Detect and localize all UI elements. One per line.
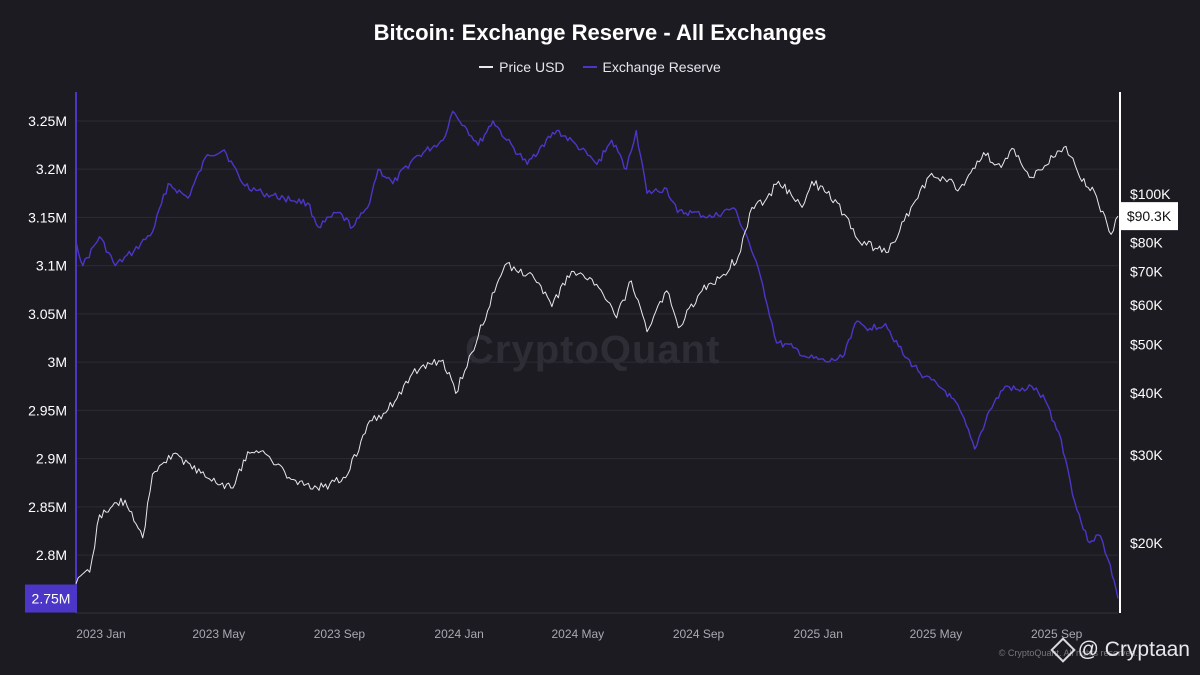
y-left-tick-label: 2.9M [36, 451, 67, 467]
y-left-tick-label: 3.05M [28, 306, 67, 322]
legend-item-reserve[interactable]: Exchange Reserve [582, 59, 721, 75]
legend: Price USD Exchange Reserve [0, 59, 1200, 75]
current-price-badge [1120, 202, 1178, 231]
y-left-tick-label: 2.95M [28, 402, 67, 418]
current-price-label: $90.3K [1127, 208, 1172, 224]
x-tick-label: 2025 Sep [1031, 627, 1083, 641]
y-right-tick-label: $30K [1130, 447, 1163, 463]
y-left-tick-label: 3M [48, 354, 67, 370]
binance-logo-icon [1049, 637, 1076, 663]
legend-swatch-reserve [582, 66, 597, 68]
y-left-tick-label: 3.1M [36, 258, 67, 274]
brand-handle-text: @ Cryptaan [1077, 638, 1190, 661]
y-left-tick-label: 3.15M [28, 209, 67, 225]
x-tick-label: 2025 Jan [794, 627, 843, 641]
current-reserve-badge [25, 584, 77, 613]
series-line-price-usd[interactable] [75, 145, 1119, 584]
legend-label-reserve: Exchange Reserve [602, 59, 721, 75]
y-left-tick-label: 2.85M [28, 499, 67, 515]
y-right-tick-label: $80K [1130, 234, 1163, 250]
x-tick-label: 2024 May [551, 627, 604, 641]
watermark: CryptoQuant [465, 328, 721, 372]
legend-label-price: Price USD [499, 59, 565, 75]
current-reserve-label: 2.75M [32, 591, 71, 607]
legend-item-price[interactable]: Price USD [479, 59, 565, 75]
y-right-tick-label: $60K [1130, 297, 1163, 313]
brand-handle: @ Cryptaan [1049, 637, 1190, 663]
x-tick-label: 2023 Jan [76, 627, 125, 641]
y-left-tick-label: 3.2M [36, 161, 67, 177]
y-left-tick-label: 3.25M [28, 113, 67, 129]
y-right-tick-label: $40K [1130, 385, 1163, 401]
chart-title: Bitcoin: Exchange Reserve - All Exchange… [373, 20, 827, 45]
y-right-tick-label: $100K [1130, 186, 1171, 202]
x-tick-label: 2023 Sep [314, 627, 366, 641]
copyright-text: © CryptoQuant. All rights reserved. [998, 648, 1138, 658]
x-tick-label: 2024 Sep [673, 627, 725, 641]
series-line-exchange-reserve[interactable] [75, 110, 1119, 599]
x-tick-label: 2025 May [910, 627, 963, 641]
x-tick-label: 2024 Jan [434, 627, 483, 641]
y-right-tick-label: $70K [1130, 263, 1163, 279]
y-right-tick-label: $20K [1130, 535, 1163, 551]
x-tick-label: 2023 May [192, 627, 245, 641]
y-left-tick-label: 2.8M [36, 547, 67, 563]
y-right-tick-label: $50K [1130, 336, 1163, 352]
legend-swatch-price [479, 66, 494, 68]
